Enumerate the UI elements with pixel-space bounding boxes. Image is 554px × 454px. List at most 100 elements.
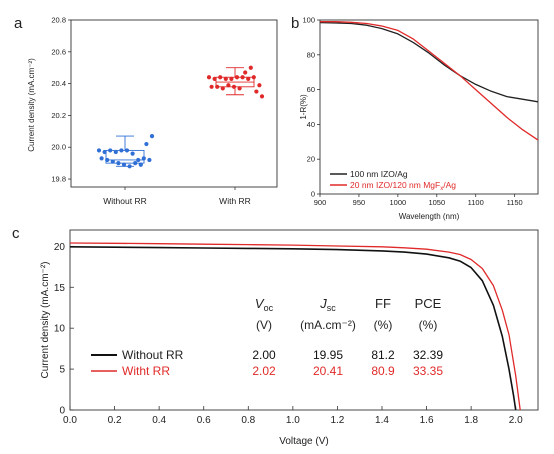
point-0-19 [149, 134, 155, 139]
x-tick-label-c-2: 0.4 [152, 415, 166, 426]
point-0-1 [102, 149, 107, 155]
point-1-15 [237, 86, 242, 91]
point-0-4 [119, 148, 124, 153]
y-tick-label-c-0: 0 [59, 406, 65, 417]
legend-label-c-0: Without RR [122, 348, 184, 362]
series-line-c-0 [69, 246, 517, 411]
table-unit-3: (%) [419, 318, 438, 332]
x-tick-label-c-10: 2.0 [509, 415, 523, 426]
table-header-main-2: FF [375, 296, 391, 311]
legend-label-b-1-sub: x [440, 186, 443, 192]
y-tick-label-a-4: 20.6 [51, 47, 66, 56]
point-1-12 [220, 86, 225, 91]
point-0-15 [127, 164, 132, 169]
point-1-3 [223, 76, 228, 81]
x-tick-label-a-0: Without RR [103, 196, 146, 206]
x-tick-label-c-5: 1.0 [286, 415, 300, 426]
y-tick-label-c-3: 15 [54, 283, 66, 294]
y-tick-label-a-1: 20.0 [51, 143, 66, 152]
point-1-5 [234, 75, 240, 80]
point-1-17 [248, 65, 253, 70]
legend-label-b-1: 20 nm IZO/120 nm MgFx/Ag [350, 180, 456, 192]
x-tick-label-c-4: 0.8 [241, 415, 255, 426]
legend-label-b-0: 100 nm IZO/Ag [350, 169, 408, 179]
point-0-0 [96, 148, 102, 153]
table-header-sub-0: oc [264, 303, 274, 313]
table-header-3: PCE [415, 296, 442, 311]
x-tick-label-c-7: 1.4 [375, 415, 389, 426]
y-tick-label-b-2: 40 [307, 120, 315, 129]
point-1-11 [215, 84, 220, 89]
point-0-14 [121, 162, 127, 167]
point-1-6 [240, 75, 245, 80]
y-tick-label-b-1: 20 [307, 155, 315, 164]
point-0-9 [147, 157, 152, 163]
table-cell-1-1: 20.41 [313, 364, 343, 378]
plot-area-c [69, 229, 539, 411]
table-cell-1-2: 80.9 [371, 364, 395, 378]
x-tick-label-a-1: With RR [219, 196, 251, 206]
point-0-8 [141, 156, 146, 161]
point-0-6 [130, 151, 135, 156]
point-1-16 [243, 70, 248, 75]
table-cell-0-1: 19.95 [313, 348, 343, 362]
panel-label-a: a [14, 15, 23, 32]
table-header-1: Jsc [319, 296, 336, 313]
series-line-b-0 [319, 21, 539, 103]
legend-c: Without RR Witht RR [91, 348, 184, 378]
table-cell-1-3: 33.35 [413, 364, 443, 378]
point-1-13 [226, 83, 231, 88]
point-0-5 [124, 148, 130, 153]
table-unit-1: (mA.cm⁻²) [300, 318, 356, 332]
performance-table: Voc (V) Jsc (mA.cm⁻²) FF (%) PCE (%) 2.00 19.95 81… [252, 296, 443, 378]
y-tick-label-b-5: 100 [302, 16, 315, 25]
y-tick-label-c-1: 5 [59, 365, 65, 376]
table-header-sub-1: sc [327, 303, 337, 313]
table-header-main-1: J [319, 296, 327, 311]
y-tick-label-a-5: 20.8 [51, 16, 66, 25]
table-header-main-0: V [255, 296, 265, 311]
y-axis-label-b: 1-R(%) [299, 94, 308, 120]
table-unit-0: (V) [256, 318, 272, 332]
legend-label-b-1-tail: /Ag [443, 180, 456, 190]
x-tick-label-b-4: 1100 [468, 198, 484, 207]
point-1-9 [257, 83, 262, 88]
table-unit-2: (%) [374, 318, 393, 332]
chart-b: Wavelength (nm) 1-R(%) 100 nm IZO/Ag 20 … [299, 16, 539, 221]
point-1-8 [251, 75, 256, 80]
y-tick-label-b-4: 80 [307, 50, 315, 59]
point-1-18 [254, 89, 259, 94]
x-tick-label-c-9: 1.8 [464, 415, 478, 426]
point-1-19 [259, 94, 265, 99]
point-0-7 [136, 157, 141, 163]
chart-c: Voltage (V) Current density (mA.cm⁻²) Wi… [40, 229, 539, 447]
point-1-1 [212, 76, 217, 81]
chart-a: Current density (mA.cm⁻²) 19.8 20.0 20.2 20… [27, 16, 278, 206]
x-tick-label-c-0: 0.0 [63, 415, 77, 426]
x-tick-label-b-5: 1150 [507, 198, 523, 207]
x-tick-label-b-3: 1050 [428, 198, 445, 207]
point-1-7 [246, 76, 251, 81]
table-cell-0-0: 2.00 [252, 348, 276, 362]
table-cell-1-0: 2.02 [252, 364, 276, 378]
point-1-2 [218, 75, 223, 80]
x-tick-label-b-2: 1000 [390, 198, 407, 207]
point-0-12 [110, 159, 115, 164]
point-0-16 [133, 161, 138, 166]
point-0-2 [108, 148, 113, 153]
y-axis-label-c: Current density (mA.cm⁻²) [40, 262, 51, 379]
point-0-10 [99, 156, 104, 161]
legend-b: 100 nm IZO/Ag 20 nm IZO/120 nm MgFx/Ag [330, 169, 456, 192]
y-tick-label-b-0: 0 [311, 190, 315, 199]
x-tick-label-b-0: 900 [314, 198, 327, 207]
x-tick-label-c-1: 0.2 [108, 415, 122, 426]
x-axis-label-c: Voltage (V) [279, 436, 328, 447]
y-tick-label-b-3: 60 [307, 85, 315, 94]
y-axis-label-a: Current density (mA.cm⁻²) [27, 58, 36, 152]
point-0-13 [116, 161, 121, 166]
series-line-b-1 [320, 21, 539, 141]
x-tick-label-c-3: 0.6 [197, 415, 211, 426]
plot-area-a [70, 19, 278, 188]
table-header-2: FF [375, 296, 391, 311]
